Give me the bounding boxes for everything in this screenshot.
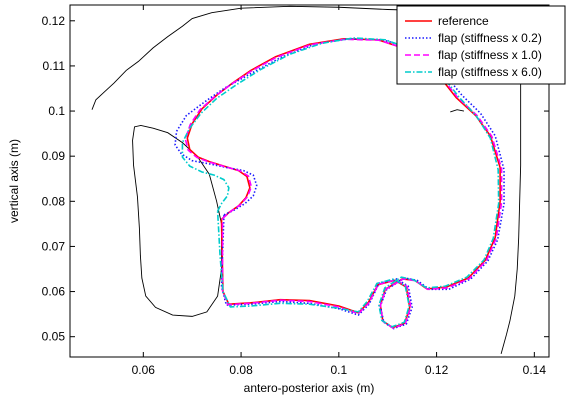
legend-label-stiffness-0-2: flap (stiffness x 0.2) (438, 31, 542, 45)
y-tick-label-0: 0.05 (42, 330, 66, 344)
y-tick-label-7: 0.12 (42, 14, 66, 28)
legend-label-stiffness-6-0: flap (stiffness x 6.0) (438, 65, 542, 79)
axes-box (69, 4, 550, 358)
boundary-inner-outline (132, 125, 222, 317)
x-axis-label: antero-posterior axis (m) (244, 381, 375, 395)
x-tick-label-1: 0.08 (229, 363, 253, 377)
legend: reference flap (stiffness x 0.2) flap (s… (396, 5, 566, 85)
x-tick-label-4: 0.14 (523, 363, 547, 377)
boundary-right-step (450, 109, 465, 113)
series-line-2 (184, 38, 503, 329)
x-tick-label-2: 0.1 (330, 363, 347, 377)
x-tick-label-0: 0.06 (132, 363, 156, 377)
ticks-layer: 0.06 0.08 0.1 0.12 0.14 0.05 0.06 0.07 0.08 0.09 0… (42, 5, 549, 377)
y-tick-label-5: 0.1 (48, 104, 65, 118)
y-tick-label-3: 0.08 (42, 194, 66, 208)
y-tick-label-6: 0.11 (43, 59, 66, 73)
y-tick-label-2: 0.07 (42, 239, 66, 253)
legend-box (396, 5, 566, 85)
legend-label-stiffness-1-0: flap (stiffness x 1.0) (438, 48, 542, 62)
y-axis-label: vertical axis (m) (7, 139, 21, 223)
y-tick-label-1: 0.06 (42, 285, 66, 299)
legend-label-reference: reference (438, 14, 489, 28)
x-tick-label-3: 0.12 (425, 363, 449, 377)
y-tick-label-4: 0.09 (42, 149, 66, 163)
